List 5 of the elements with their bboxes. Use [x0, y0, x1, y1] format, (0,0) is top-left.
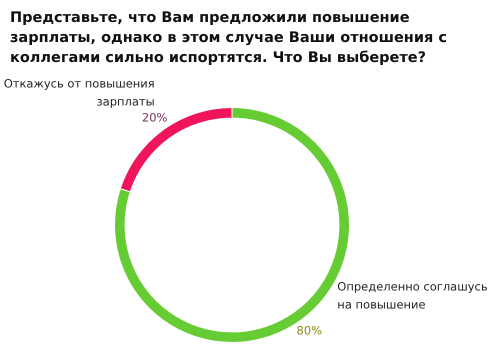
slice-label: Определенно соглашусь на повышение — [337, 279, 488, 312]
slice-label: Откажусь от повышения зарплаты — [4, 76, 155, 109]
chart-title: Представьте, что Вам предложили повышение зарплаты, однако в этом случае Ваши отношения с коллегами сильно испортятся. Что Вы выберете? — [10, 9, 448, 68]
data-label: 80% — [296, 323, 322, 338]
data-label: 20% — [142, 110, 168, 125]
